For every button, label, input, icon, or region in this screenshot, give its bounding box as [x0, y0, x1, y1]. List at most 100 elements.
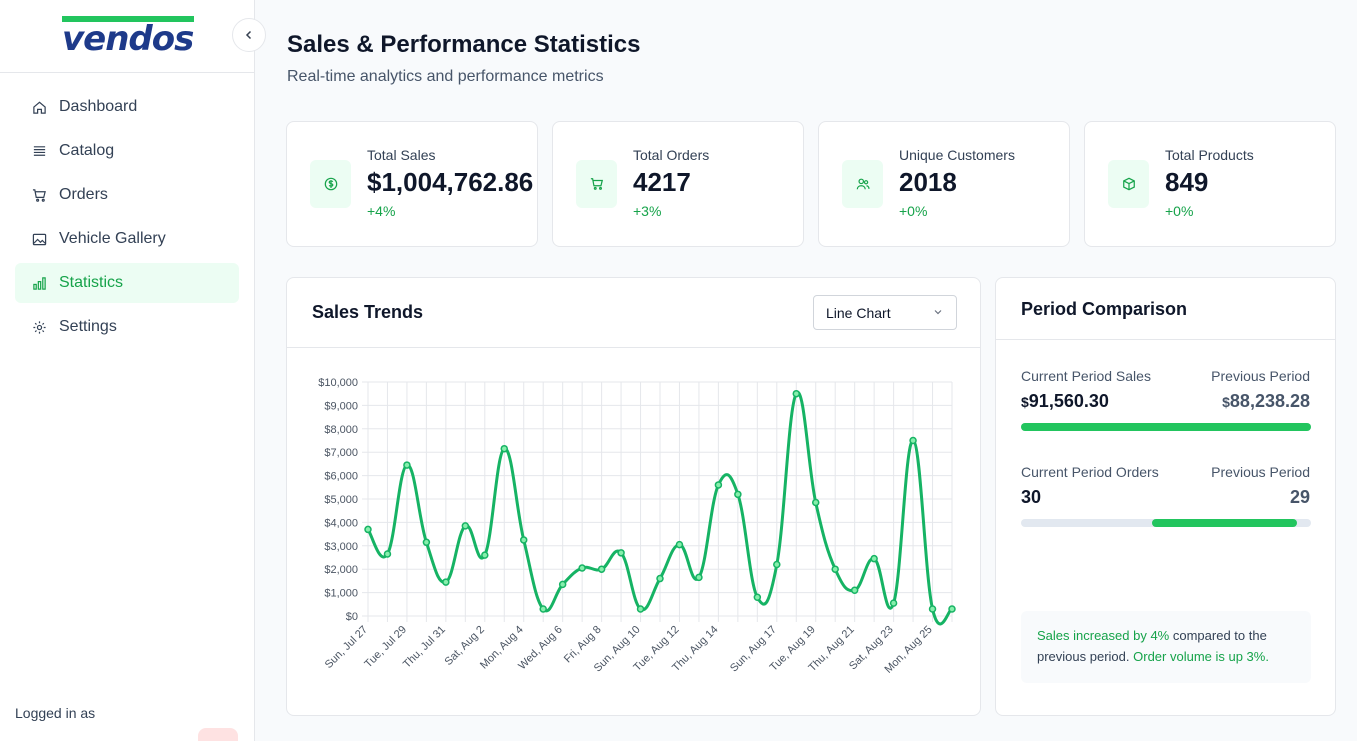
- users-icon: [842, 160, 883, 208]
- box-icon: [1108, 160, 1149, 208]
- data-point: [461, 522, 470, 530]
- x-tick-label: Sun, Jul 27: [323, 624, 370, 671]
- sales-trends-header: Sales Trends Line Chart: [287, 278, 980, 348]
- logged-in-label: Logged in as: [15, 705, 96, 721]
- summary-orders-text: Order volume is up 3%.: [1133, 649, 1269, 664]
- sidebar-item-vehicle-gallery[interactable]: Vehicle Gallery: [15, 219, 239, 259]
- collapse-sidebar-button[interactable]: [232, 18, 266, 52]
- stat-value: 4217: [633, 167, 691, 197]
- stat-label: Total Products: [1165, 147, 1254, 163]
- data-point: [928, 605, 937, 613]
- data-point: [383, 550, 392, 558]
- data-point: [519, 536, 528, 544]
- gear-icon: [31, 319, 47, 335]
- sidebar-item-orders[interactable]: Orders: [15, 175, 239, 215]
- current-orders-value: 30: [1021, 487, 1042, 507]
- data-point: [792, 389, 801, 398]
- data-point: [500, 444, 509, 453]
- current-sales-label: Current Period Sales: [1021, 368, 1151, 384]
- sidebar-item-statistics[interactable]: Statistics: [15, 263, 239, 303]
- brand-logo[interactable]: vendos: [62, 16, 194, 56]
- data-point: [364, 525, 372, 534]
- bar-chart-icon: [31, 275, 47, 291]
- data-point: [442, 578, 450, 586]
- page-title: Sales & Performance Statistics: [287, 31, 641, 58]
- stat-change: +0%: [1165, 203, 1194, 219]
- currency-symbol: $: [1021, 394, 1029, 410]
- stat-value: 849: [1165, 167, 1209, 197]
- previous-orders-value: 29: [1289, 487, 1310, 507]
- data-point: [636, 605, 645, 613]
- home-icon: [31, 99, 47, 115]
- data-point: [889, 599, 898, 607]
- stat-change: +3%: [633, 203, 662, 219]
- cart-icon: [31, 187, 47, 203]
- y-tick-label: $5,000: [324, 494, 358, 506]
- y-tick-label: $4,000: [324, 517, 358, 529]
- stat-value: 2018: [899, 167, 957, 197]
- catalog-icon: [31, 143, 47, 159]
- current-sales-amount: 91,560.30: [1028, 391, 1109, 411]
- image-icon: [31, 231, 47, 247]
- data-point: [597, 565, 606, 573]
- previous-sales-amount: 88,238.28: [1229, 391, 1310, 411]
- previous-orders-label: Previous Period: [1211, 464, 1310, 480]
- y-tick-label: $6,000: [324, 471, 358, 483]
- comparison-summary: Sales increased by 4% compared to the pr…: [1021, 611, 1311, 683]
- sidebar-item-label: Catalog: [59, 142, 115, 159]
- y-tick-label: $10,000: [318, 377, 358, 389]
- stat-value: $1,004,762.86: [367, 167, 534, 197]
- sales-trends-card: Sales Trends Line Chart $0 $1,000 $2,000 $3…: [286, 277, 981, 716]
- data-point: [656, 574, 664, 583]
- sidebar-item-label: Dashboard: [59, 98, 138, 115]
- data-point: [675, 540, 684, 549]
- previous-sales-label: Previous Period: [1211, 368, 1310, 384]
- y-tick-label: $7,000: [324, 447, 358, 459]
- data-point: [850, 586, 859, 595]
- logo-area: vendos: [0, 0, 254, 73]
- y-tick-label: $9,000: [324, 400, 358, 412]
- orders-comparison-bar: [1021, 519, 1311, 527]
- y-tick-label: $3,000: [324, 541, 358, 553]
- sales-comparison-bar: [1021, 423, 1311, 431]
- stat-label: Unique Customers: [899, 147, 1015, 163]
- summary-middle-text: compared to the previous period.: [1037, 628, 1267, 664]
- current-orders-label: Current Period Orders: [1021, 464, 1159, 480]
- sidebar-item-catalog[interactable]: Catalog: [15, 131, 239, 171]
- y-tick-label: $1,000: [324, 588, 358, 600]
- chevron-down-icon: [934, 310, 942, 315]
- data-point: [481, 551, 489, 559]
- chart-type-value: Line Chart: [826, 304, 891, 321]
- chart-type-select[interactable]: Line Chart: [813, 295, 957, 330]
- data-point: [403, 461, 411, 469]
- sales-trends-title: Sales Trends: [312, 302, 424, 322]
- logo-accent-bar: [62, 16, 194, 22]
- period-comparison-title: Period Comparison: [1021, 299, 1188, 319]
- stat-card-total-products: Total Products 849 +0%: [1084, 121, 1336, 247]
- previous-sales-value: $88,238.28: [1222, 391, 1310, 412]
- sidebar-item-settings[interactable]: Settings: [15, 307, 239, 347]
- data-point: [909, 436, 917, 445]
- stat-label: Total Sales: [367, 147, 436, 163]
- data-point: [753, 593, 762, 602]
- sidebar-item-label: Vehicle Gallery: [59, 230, 166, 247]
- stat-card-total-orders: Total Orders 4217 +3%: [552, 121, 804, 247]
- data-point: [714, 481, 723, 489]
- data-point: [773, 560, 781, 569]
- summary-sales-text: Sales increased by 4%: [1037, 628, 1170, 643]
- orders-comparison-fill: [1151, 519, 1297, 527]
- stat-card-unique-customers: Unique Customers 2018 +0%: [818, 121, 1070, 247]
- sidebar-item-label: Settings: [59, 318, 117, 335]
- sidebar-item-dashboard[interactable]: Dashboard: [15, 87, 239, 127]
- period-comparison-header: Period Comparison: [996, 278, 1335, 340]
- data-point: [617, 549, 625, 557]
- period-comparison-card: Period Comparison Current Period Sales P…: [995, 277, 1336, 716]
- current-sales-value: $91,560.30: [1021, 391, 1109, 412]
- data-point: [831, 565, 839, 573]
- stat-label: Total Orders: [633, 147, 710, 163]
- data-point: [870, 554, 878, 563]
- avatar[interactable]: [198, 728, 238, 741]
- data-point: [539, 605, 547, 613]
- sales-comparison-fill: [1021, 423, 1311, 431]
- y-tick-label: $2,000: [324, 564, 358, 576]
